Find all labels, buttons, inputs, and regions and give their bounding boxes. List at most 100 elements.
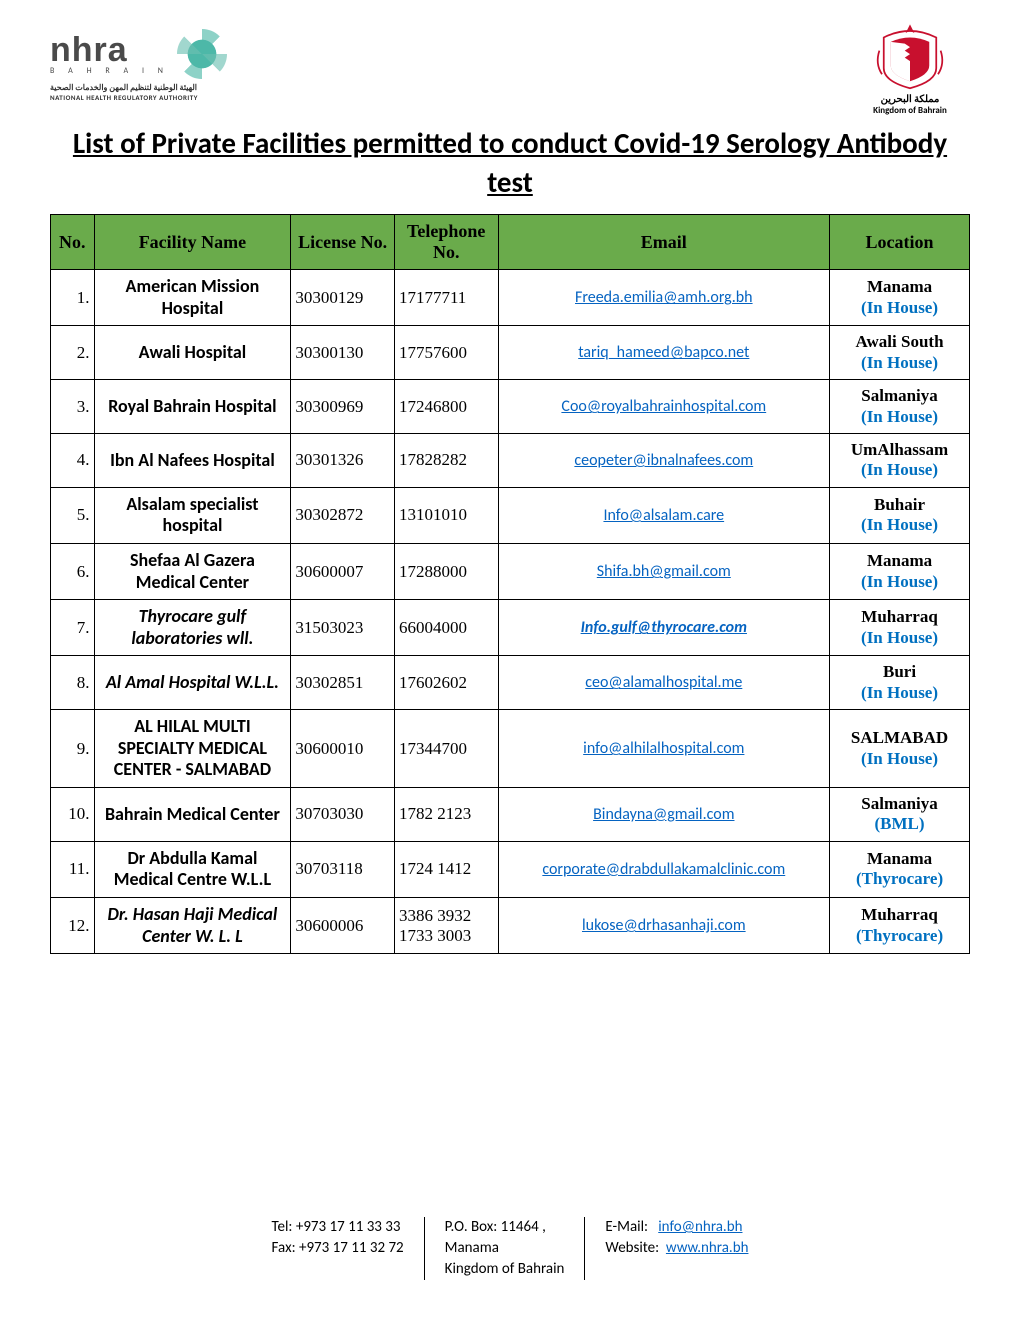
- cell-telephone: 17344700: [394, 710, 498, 788]
- col-email: Email: [498, 215, 830, 270]
- footer-address: P.O. Box: 11464 , Manama Kingdom of Bahr…: [424, 1217, 585, 1280]
- cell-email: Info@alsalam.care: [498, 487, 830, 543]
- fax-value: +973 17 11 32 72: [299, 1239, 404, 1257]
- col-facility: Facility Name: [94, 215, 291, 270]
- cell-facility: Thyrocare gulf laboratories wll.: [94, 600, 291, 656]
- col-license: License No.: [291, 215, 395, 270]
- cell-email: info@alhilalhospital.com: [498, 710, 830, 788]
- bahrain-crest: مملكة البحرين Kingdom of Bahrain: [850, 20, 970, 116]
- facilities-table: No. Facility Name License No. Telephone …: [50, 214, 970, 954]
- cell-no: 3.: [51, 380, 95, 434]
- email-link[interactable]: corporate@drabdullakamalclinic.com: [542, 860, 785, 879]
- cell-no: 5.: [51, 487, 95, 543]
- cell-facility: Ibn Al Nafees Hospital: [94, 434, 291, 488]
- kingdom-english: Kingdom of Bahrain: [850, 105, 970, 116]
- cell-license: 30302851: [291, 656, 395, 710]
- cell-email: Info.gulf@thyrocare.com: [498, 600, 830, 656]
- nhra-english-name: NATIONAL HEALTH REGULATORY AUTHORITY: [50, 93, 320, 102]
- cell-license: 30703030: [291, 787, 395, 841]
- footer-email-link[interactable]: info@nhra.bh: [658, 1218, 742, 1236]
- cell-facility: Awali Hospital: [94, 326, 291, 380]
- cell-no: 2.: [51, 326, 95, 380]
- table-row: 3.Royal Bahrain Hospital3030096917246800…: [51, 380, 970, 434]
- footer-contact: Tel: +973 17 11 33 33 Fax: +973 17 11 32…: [252, 1217, 424, 1280]
- cell-telephone: 17246800: [394, 380, 498, 434]
- table-row: 8.Al Amal Hospital W.L.L.303028511760260…: [51, 656, 970, 710]
- nhra-subtext: B A H R A I N: [50, 66, 169, 76]
- city: Manama: [445, 1238, 565, 1259]
- cell-email: ceo@alamalhospital.me: [498, 656, 830, 710]
- cell-license: 31503023: [291, 600, 395, 656]
- table-row: 12.Dr. Hasan Haji Medical Center W. L. L…: [51, 897, 970, 953]
- cell-telephone: 13101010: [394, 487, 498, 543]
- footer-online: E-Mail: info@nhra.bh Website: www.nhra.b…: [584, 1217, 768, 1280]
- page-footer: Tel: +973 17 11 33 33 Fax: +973 17 11 32…: [50, 1217, 970, 1280]
- email-link[interactable]: Bindayna@gmail.com: [593, 805, 734, 824]
- cell-location: Manama(Thyrocare): [830, 841, 970, 897]
- footer-web-link[interactable]: www.nhra.bh: [666, 1239, 749, 1257]
- cell-facility: Al Amal Hospital W.L.L.: [94, 656, 291, 710]
- cell-no: 6.: [51, 544, 95, 600]
- country: Kingdom of Bahrain: [445, 1259, 565, 1280]
- cell-facility: Shefaa Al Gazera Medical Center: [94, 544, 291, 600]
- email-link[interactable]: ceopeter@ibnalnafees.com: [574, 451, 753, 470]
- cell-location: Salmaniya(BML): [830, 787, 970, 841]
- cell-location: Buhair(In House): [830, 487, 970, 543]
- cell-email: corporate@drabdullakamalclinic.com: [498, 841, 830, 897]
- cell-location: Manama(In House): [830, 270, 970, 326]
- cell-no: 11.: [51, 841, 95, 897]
- kingdom-arabic: مملكة البحرين: [850, 92, 970, 105]
- cell-telephone: 17828282: [394, 434, 498, 488]
- email-link[interactable]: ceo@alamalhospital.me: [585, 673, 742, 692]
- cell-no: 4.: [51, 434, 95, 488]
- nhra-logo: nhra B A H R A I N الهيئة الوطنية لتنظيم…: [50, 20, 320, 110]
- email-link[interactable]: Info@alsalam.care: [603, 506, 724, 525]
- email-link[interactable]: info@alhilalhospital.com: [583, 739, 744, 758]
- email-link[interactable]: Shifa.bh@gmail.com: [597, 562, 731, 581]
- cell-license: 30600007: [291, 544, 395, 600]
- cell-email: lukose@drhasanhaji.com: [498, 897, 830, 953]
- cell-facility: American Mission Hospital: [94, 270, 291, 326]
- table-row: 9.AL HILAL MULTI SPECIALTY MEDICAL CENTE…: [51, 710, 970, 788]
- cell-license: 30600010: [291, 710, 395, 788]
- cell-email: Shifa.bh@gmail.com: [498, 544, 830, 600]
- cell-facility: Dr. Hasan Haji Medical Center W. L. L: [94, 897, 291, 953]
- col-location: Location: [830, 215, 970, 270]
- email-link[interactable]: Coo@royalbahrainhospital.com: [561, 397, 766, 416]
- cell-no: 12.: [51, 897, 95, 953]
- cell-location: Muharraq(Thyrocare): [830, 897, 970, 953]
- tel-value: +973 17 11 33 33: [296, 1218, 401, 1236]
- cell-telephone: 17757600: [394, 326, 498, 380]
- cell-telephone: 17288000: [394, 544, 498, 600]
- email-link[interactable]: Freeda.emilia@amh.org.bh: [575, 288, 753, 307]
- cell-location: Muharraq(In House): [830, 600, 970, 656]
- cell-telephone: 66004000: [394, 600, 498, 656]
- cell-telephone: 1724 1412: [394, 841, 498, 897]
- email-link[interactable]: tariq_hameed@bapco.net: [578, 343, 749, 362]
- email-link[interactable]: Info.gulf@thyrocare.com: [581, 618, 747, 637]
- cell-license: 30300969: [291, 380, 395, 434]
- cell-telephone: 3386 3932 1733 3003: [394, 897, 498, 953]
- cell-telephone: 17602602: [394, 656, 498, 710]
- cell-license: 30302872: [291, 487, 395, 543]
- cell-facility: Bahrain Medical Center: [94, 787, 291, 841]
- table-row: 6.Shefaa Al Gazera Medical Center3060000…: [51, 544, 970, 600]
- cell-license: 30301326: [291, 434, 395, 488]
- table-row: 5.Alsalam specialist hospital30302872131…: [51, 487, 970, 543]
- cell-license: 30600006: [291, 897, 395, 953]
- table-row: 2.Awali Hospital3030013017757600tariq_ha…: [51, 326, 970, 380]
- crest-icon: [865, 20, 955, 90]
- cell-location: Buri(In House): [830, 656, 970, 710]
- cell-location: UmAlhassam(In House): [830, 434, 970, 488]
- col-telephone: Telephone No.: [394, 215, 498, 270]
- tel-label: Tel:: [272, 1218, 293, 1236]
- cell-no: 1.: [51, 270, 95, 326]
- cell-email: Freeda.emilia@amh.org.bh: [498, 270, 830, 326]
- cell-email: Bindayna@gmail.com: [498, 787, 830, 841]
- cell-telephone: 17177711: [394, 270, 498, 326]
- fax-label: Fax:: [272, 1239, 296, 1257]
- cell-email: ceopeter@ibnalnafees.com: [498, 434, 830, 488]
- email-link[interactable]: lukose@drhasanhaji.com: [582, 916, 746, 935]
- cell-location: Salmaniya(In House): [830, 380, 970, 434]
- cell-facility: Alsalam specialist hospital: [94, 487, 291, 543]
